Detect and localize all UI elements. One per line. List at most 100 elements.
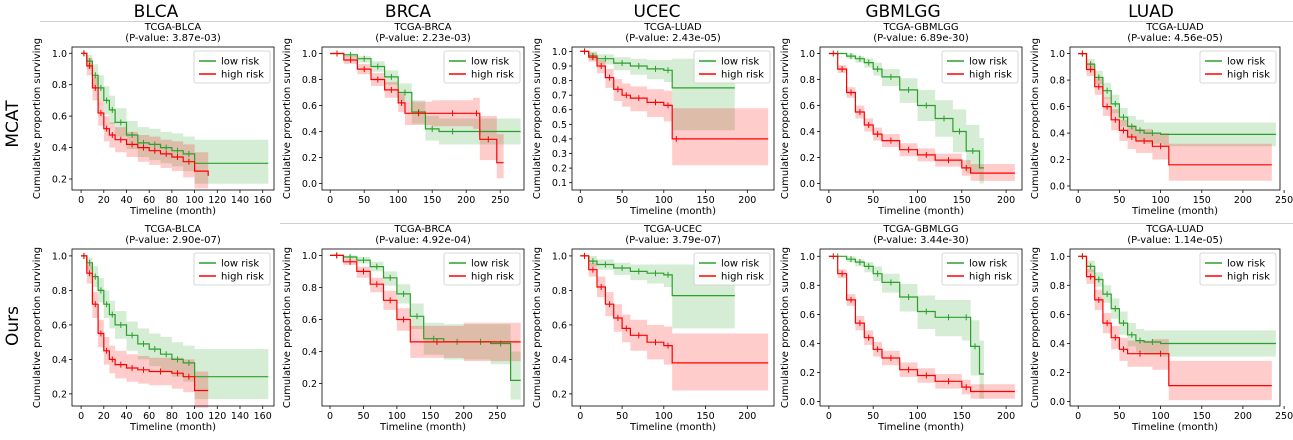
y-tick-label: 1.0 xyxy=(800,49,815,60)
plot-area xyxy=(828,253,1015,399)
y-tick-label: 0.4 xyxy=(552,134,567,145)
y-axis-label: Cumulative proportion surviving xyxy=(1030,38,1041,199)
km-plot-svg: TCGA-BRCA(P-value: 2.23e-03) 0 50 100 150 200… xyxy=(282,22,525,206)
axes-frame xyxy=(1069,248,1281,407)
plot-title: TCGA-BLCA xyxy=(144,224,202,235)
y-tick-label: 0.4 xyxy=(1050,129,1065,140)
x-tick-label: 0 xyxy=(327,411,333,422)
x-axis-label: Timeline (month) xyxy=(877,422,964,433)
plot-area xyxy=(81,252,269,408)
x-tick-label: 150 xyxy=(953,195,971,206)
axes-frame xyxy=(71,46,275,191)
x-tick-label: 140 xyxy=(231,195,249,206)
y-axis-label: Cumulative proportion surviving xyxy=(780,38,791,199)
plot-subtitle: (P-value: 6.89e-30) xyxy=(873,33,969,44)
y-tick-label: 0.4 xyxy=(552,355,567,366)
legend-box xyxy=(693,252,771,286)
axes-frame xyxy=(571,248,775,407)
high-risk-confidence-band xyxy=(330,255,521,362)
x-tick-label: 150 xyxy=(1193,411,1211,422)
high-risk-confidence-band xyxy=(1078,256,1272,401)
y-tick-label: 1.0 xyxy=(302,251,317,262)
legend-box xyxy=(693,50,771,84)
plot-title: TCGA-LUAD xyxy=(1145,22,1204,33)
km-plot-mcat-brca: TCGA-BRCA (P-value: 2.23e-03) 0 50 100 150 200… xyxy=(280,20,530,224)
legend-box xyxy=(1199,50,1277,84)
high-risk-confidence-band xyxy=(81,255,209,408)
y-tick-label: 0.8 xyxy=(302,75,317,86)
x-tick-label: 50 xyxy=(867,195,879,206)
high-risk-curve xyxy=(330,52,504,164)
low-risk-confidence-band xyxy=(81,255,269,400)
x-tick-label: 0 xyxy=(826,411,832,422)
legend-low-risk-label: low risk xyxy=(969,259,1007,270)
y-tick-label: 0.6 xyxy=(1050,310,1065,321)
plot-subtitle: (P-value: 3.79e-07) xyxy=(625,235,721,246)
legend-high-risk-label: high risk xyxy=(221,272,264,283)
y-tick-label: 1.0 xyxy=(1050,252,1065,263)
legend-high-risk-label: high risk xyxy=(221,70,264,81)
legend-low-risk-label: low risk xyxy=(471,57,509,68)
y-tick-label: 0.4 xyxy=(302,127,317,138)
x-tick-label: 150 xyxy=(1193,195,1211,206)
legend-box xyxy=(941,50,1019,84)
y-tick-label: 0.2 xyxy=(302,153,317,164)
high-risk-curve xyxy=(1078,255,1272,387)
x-tick-label: 120 xyxy=(208,411,226,422)
y-tick-label: 0.2 xyxy=(1050,368,1065,379)
legend-box xyxy=(1199,252,1277,286)
km-plot-mcat-ucec: TCGA-LUAD (P-value: 2.43e-05) 0 50 100 150 200… xyxy=(530,20,780,224)
y-axis-label: Cumulative proportion surviving xyxy=(282,38,293,199)
row-divider xyxy=(280,223,1293,224)
x-tick-label: 40 xyxy=(120,411,132,422)
low-risk-curve xyxy=(330,52,521,133)
x-axis-label: Timeline (month) xyxy=(129,422,216,433)
axes-frame xyxy=(571,46,775,191)
y-axis-label: Cumulative proportion surviving xyxy=(1030,247,1041,408)
x-tick-label: 20 xyxy=(98,411,110,422)
high-risk-confidence-band xyxy=(330,53,504,179)
km-plot-mcat-blca: TCGA-BLCA (P-value: 3.87e-03) 0 20 40 60 80 100… xyxy=(30,20,280,224)
y-tick-label: 0.0 xyxy=(302,179,317,190)
low-risk-confidence-band xyxy=(330,53,521,145)
x-tick-label: 140 xyxy=(231,411,249,422)
high-risk-confidence-band xyxy=(580,51,769,166)
y-tick-label: 1.0 xyxy=(1050,49,1065,60)
legend-high-risk-label: high risk xyxy=(471,272,514,283)
y-tick-label: 1.0 xyxy=(52,251,67,262)
x-tick-label: 150 xyxy=(423,195,441,206)
x-axis-label: Timeline (month) xyxy=(877,206,964,217)
x-tick-label: 0 xyxy=(1075,411,1081,422)
y-tick-label: 0.4 xyxy=(52,143,67,154)
axes-frame xyxy=(321,46,525,191)
y-tick-label: 0.0 xyxy=(1050,182,1065,193)
x-tick-label: 200 xyxy=(738,195,756,206)
y-tick-label: 0.2 xyxy=(800,153,815,164)
column-header-gbmlgg: GBMLGG xyxy=(865,2,941,22)
x-tick-label: 0 xyxy=(577,195,583,206)
axes-frame xyxy=(1069,46,1281,191)
km-plot-ours-gbmlgg: TCGA-GBMLGG (P-value: 3.44e-30) 0 50 100 150 2… xyxy=(778,222,1028,440)
y-axis-label: Cumulative proportion surviving xyxy=(282,247,293,408)
x-tick-label: 200 xyxy=(457,195,475,206)
x-tick-label: 80 xyxy=(166,195,178,206)
y-tick-label: 0.4 xyxy=(800,339,815,350)
x-axis-label: Timeline (month) xyxy=(629,422,716,433)
plot-area xyxy=(1078,253,1276,401)
y-tick-label: 0.2 xyxy=(552,164,567,175)
x-tick-label: 150 xyxy=(697,195,715,206)
legend-low-risk-label: low risk xyxy=(721,259,759,270)
plot-title: TCGA-BRCA xyxy=(393,22,451,33)
x-tick-label: 250 xyxy=(488,411,506,422)
y-tick-label: 0.4 xyxy=(302,347,317,358)
x-tick-label: 100 xyxy=(908,411,926,422)
x-tick-label: 50 xyxy=(1113,195,1125,206)
km-plot-svg: TCGA-LUAD(P-value: 2.43e-05) 0 50 100 150 200… xyxy=(532,22,775,217)
y-tick-label: 0.8 xyxy=(1050,281,1065,292)
x-tick-label: 50 xyxy=(357,411,369,422)
km-plot-svg: TCGA-BLCA(P-value: 2.90e-07) 0 20 40 60 80 100… xyxy=(32,224,275,433)
plot-title: TCGA-LUAD xyxy=(1145,224,1204,235)
plot-subtitle: (P-value: 4.56e-05) xyxy=(1127,33,1223,44)
axes-frame xyxy=(819,46,1023,191)
x-tick-label: 80 xyxy=(166,411,178,422)
